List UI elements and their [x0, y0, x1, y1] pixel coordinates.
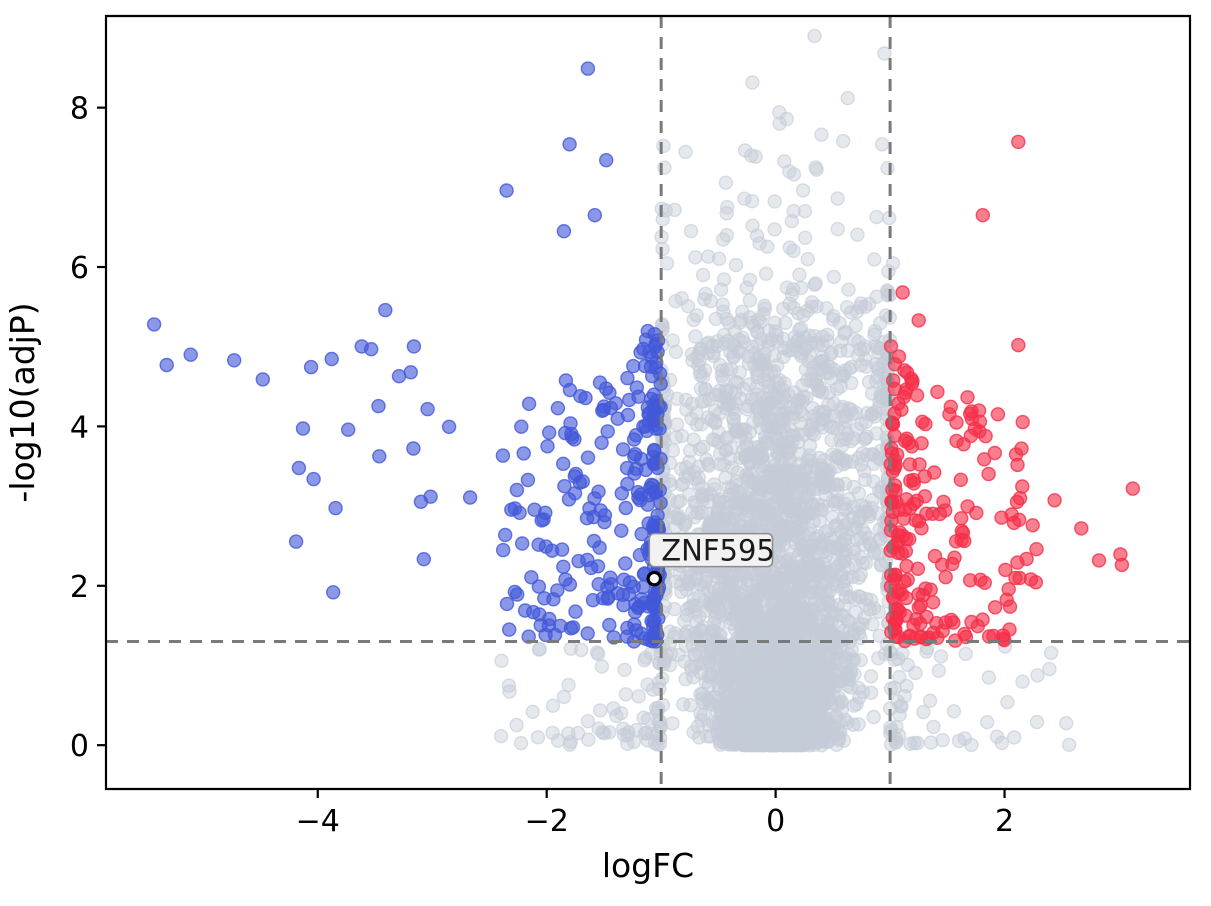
y-tick-label: 2 [70, 570, 89, 605]
gene-label-text: ZNF595 [661, 534, 775, 568]
gene-annotation-layer: ZNF595 [646, 532, 775, 587]
x-tick-label: 2 [995, 804, 1014, 839]
scatter-layer-up-regulated [883, 134, 1141, 649]
y-tick-label: 6 [70, 251, 89, 286]
y-tick-label: 0 [70, 729, 89, 764]
x-axis-title: logFC [602, 846, 694, 885]
x-tick-label: −4 [296, 804, 340, 839]
scatter-layer-not-significant [493, 28, 1077, 753]
y-tick-label: 4 [70, 410, 89, 445]
y-tick-label: 8 [70, 92, 89, 127]
annotated-gene-marker [646, 570, 663, 587]
scatter-layer-down-regulated [146, 61, 668, 649]
gene-label-box [648, 532, 774, 568]
x-tick-label: −2 [525, 804, 569, 839]
plot-border [104, 14, 1192, 791]
y-axis-title: -log10(adjP) [3, 302, 42, 502]
threshold-lines [106, 16, 1190, 789]
axes-layer [104, 14, 1192, 791]
x-tick-label: 0 [766, 804, 785, 839]
tick-layer: −4 −2 0 2 0 2 4 6 8 [70, 92, 1014, 839]
